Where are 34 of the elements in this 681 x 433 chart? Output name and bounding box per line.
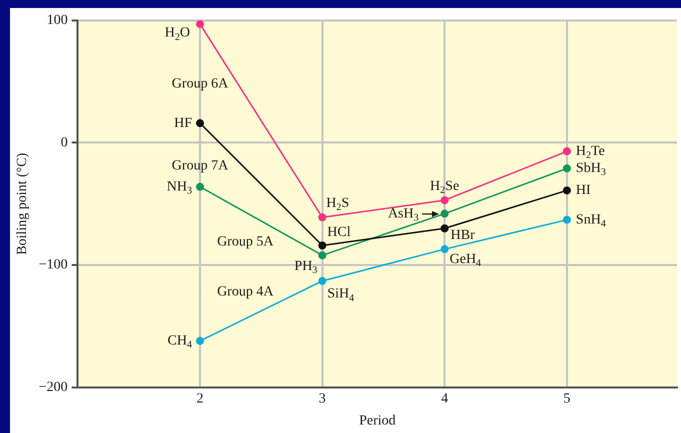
x-tick-label: 5 <box>563 391 570 406</box>
series-label: Group 7A <box>172 158 230 174</box>
point <box>440 224 449 232</box>
point <box>196 119 204 128</box>
annotation: HI <box>576 183 592 198</box>
point <box>196 20 204 28</box>
x-tick-label: 2 <box>196 391 204 406</box>
annotation: HCl <box>327 225 351 240</box>
point <box>318 213 326 222</box>
series-label: Group 4A <box>217 284 274 300</box>
y-tick-label: 100 <box>46 13 68 28</box>
point <box>196 182 204 191</box>
point <box>562 147 571 156</box>
point <box>318 241 326 250</box>
point <box>562 164 571 172</box>
series-label: Group 5A <box>217 234 274 250</box>
point <box>440 210 449 218</box>
y-tick-label: −100 <box>38 258 68 273</box>
point <box>196 336 204 345</box>
x-tick-label: 4 <box>441 391 448 406</box>
series-label: Group 6A <box>172 76 230 92</box>
point <box>318 276 326 285</box>
point <box>318 251 326 260</box>
point <box>440 196 449 204</box>
y-tick-label: −200 <box>38 380 68 396</box>
annotation: HF <box>174 116 192 131</box>
x-axis-title: Period <box>359 413 396 428</box>
point <box>562 186 571 194</box>
point <box>440 245 449 254</box>
y-tick-label: 0 <box>60 135 68 150</box>
y-axis-title: Boiling point (°C) <box>15 152 30 255</box>
x-tick-label: 3 <box>318 391 326 406</box>
annotation: HBr <box>450 228 476 244</box>
point <box>562 216 571 224</box>
